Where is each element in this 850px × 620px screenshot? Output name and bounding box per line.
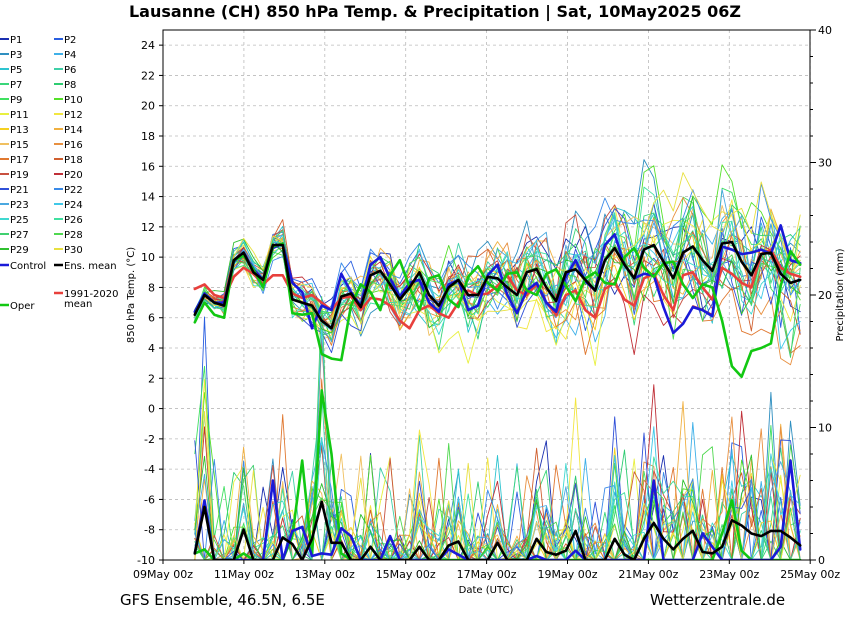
member-precip-line-p3	[194, 391, 801, 560]
x-tick-label: 19May 00z	[537, 568, 597, 581]
legend-label: P21	[10, 185, 29, 196]
legend-label: P12	[64, 110, 83, 121]
legend-label: P13	[10, 125, 29, 136]
legend-control-label: Control	[10, 261, 46, 272]
y-tick-label: -2	[144, 433, 155, 446]
legend: P1 P2 P3 P4 P5 P6 P7 P8 P9 P10 P11 P12 P13 P14 P15 P16 P…	[0, 35, 119, 312]
y-tick-label: 20	[141, 100, 155, 113]
legend-label: P17	[10, 155, 29, 166]
y-tick-label: 12	[141, 221, 155, 234]
member-precip-line-p25	[194, 437, 801, 560]
legend-label: P10	[64, 95, 83, 106]
temp-line-ens-mean	[193, 240, 802, 330]
temp-line-oper	[193, 242, 802, 379]
chart-title: Lausanne (CH) 850 hPa Temp. & Precipitat…	[129, 2, 741, 22]
y-tick-label: 14	[141, 191, 155, 204]
member-temp-line-p16	[194, 197, 801, 366]
temp-line-1991-2020-mean	[193, 248, 802, 330]
legend-label: P1	[10, 35, 22, 46]
y-axis-label: 850 hPa Temp. (°C)	[126, 247, 137, 343]
x-tick-label: 15May 00z	[376, 568, 436, 581]
series-group	[193, 159, 802, 560]
member-precip-line-p20	[194, 384, 801, 560]
x-tick-label: 25May 00z	[780, 568, 840, 581]
member-precip-line-p18	[194, 447, 801, 560]
legend-label: P5	[10, 65, 22, 76]
legend-label: P6	[64, 65, 76, 76]
member-precip-line-p13	[194, 447, 801, 560]
member-temp-line-p3	[194, 159, 801, 341]
y-tick-label: 10	[141, 251, 155, 264]
member-temp-line-p14	[194, 208, 801, 324]
y2-tick-label: 10	[818, 422, 832, 435]
footer-source: Wetterzentrale.de	[650, 591, 785, 609]
legend-ens-mean-label: Ens. mean	[64, 261, 117, 272]
member-precip-line-p28	[194, 443, 801, 560]
temp-line-control	[193, 224, 802, 335]
y-tick-label: 22	[141, 69, 155, 82]
legend-label: P11	[10, 110, 29, 121]
y-tick-label: -6	[144, 493, 155, 506]
y2-axis-label: Precipitation (mm)	[835, 248, 846, 341]
y-tick-label: -4	[144, 463, 155, 476]
legend-label: P8	[64, 80, 76, 91]
y2-tick-label: 0	[818, 554, 825, 567]
y2-tick-label: 30	[818, 157, 832, 170]
legend-label: P7	[10, 80, 22, 91]
y-tick-label: -10	[137, 554, 155, 567]
member-precip-line-p29	[194, 454, 801, 560]
legend-label: P30	[64, 245, 83, 256]
y-tick-label: 4	[148, 342, 155, 355]
legend-label: P19	[10, 170, 29, 181]
y-tick-label: 18	[141, 130, 155, 143]
legend-label: P18	[64, 155, 83, 166]
member-temp-line-p23	[194, 188, 801, 342]
legend-label: P2	[64, 35, 76, 46]
y-tick-label: 24	[141, 39, 155, 52]
legend-label: P22	[64, 185, 83, 196]
legend-oper-label: Oper	[10, 301, 35, 312]
legend-label: P15	[10, 140, 29, 151]
legend-climate-label-1: 1991-2020	[64, 289, 119, 300]
y-tick-label: -8	[144, 524, 155, 537]
legend-label: P23	[10, 200, 29, 211]
legend-label: P24	[64, 200, 83, 211]
member-precip-line-p14	[194, 401, 801, 560]
legend-climate-label-2: mean	[64, 299, 92, 310]
x-axis-label: Date (UTC)	[459, 585, 514, 596]
footer-model-info: GFS Ensemble, 46.5N, 6.5E	[120, 591, 325, 609]
y-tick-label: 6	[148, 312, 155, 325]
plot-frame	[162, 29, 811, 561]
y-tick-label: 0	[148, 403, 155, 416]
legend-label: P3	[10, 50, 22, 61]
y2-tick-label: 40	[818, 24, 832, 37]
legend-label: P28	[64, 230, 83, 241]
y-tick-label: 16	[141, 160, 155, 173]
y2-tick-label: 20	[818, 289, 832, 302]
legend-label: P16	[64, 140, 83, 151]
x-tick-label: 09May 00z	[133, 568, 193, 581]
legend-label: P4	[64, 50, 76, 61]
x-tick-label: 21May 00z	[618, 568, 678, 581]
legend-label: P29	[10, 245, 29, 256]
x-tick-label: 17May 00z	[457, 568, 517, 581]
member-precip-line-p26	[194, 456, 801, 560]
y-tick-label: 8	[148, 281, 155, 294]
precip-line-oper	[193, 389, 802, 560]
x-tick-label: 13May 00z	[295, 568, 355, 581]
y-tick-label: 2	[148, 372, 155, 385]
precip-line-ens-mean	[193, 500, 802, 560]
legend-label: P25	[10, 215, 29, 226]
legend-label: P9	[10, 95, 22, 106]
legend-label: P27	[10, 230, 29, 241]
legend-label: P26	[64, 215, 83, 226]
x-tick-label: 11May 00z	[214, 568, 274, 581]
legend-label: P14	[64, 125, 83, 136]
x-tick-label: 23May 00z	[699, 568, 759, 581]
legend-label: P20	[64, 170, 83, 181]
